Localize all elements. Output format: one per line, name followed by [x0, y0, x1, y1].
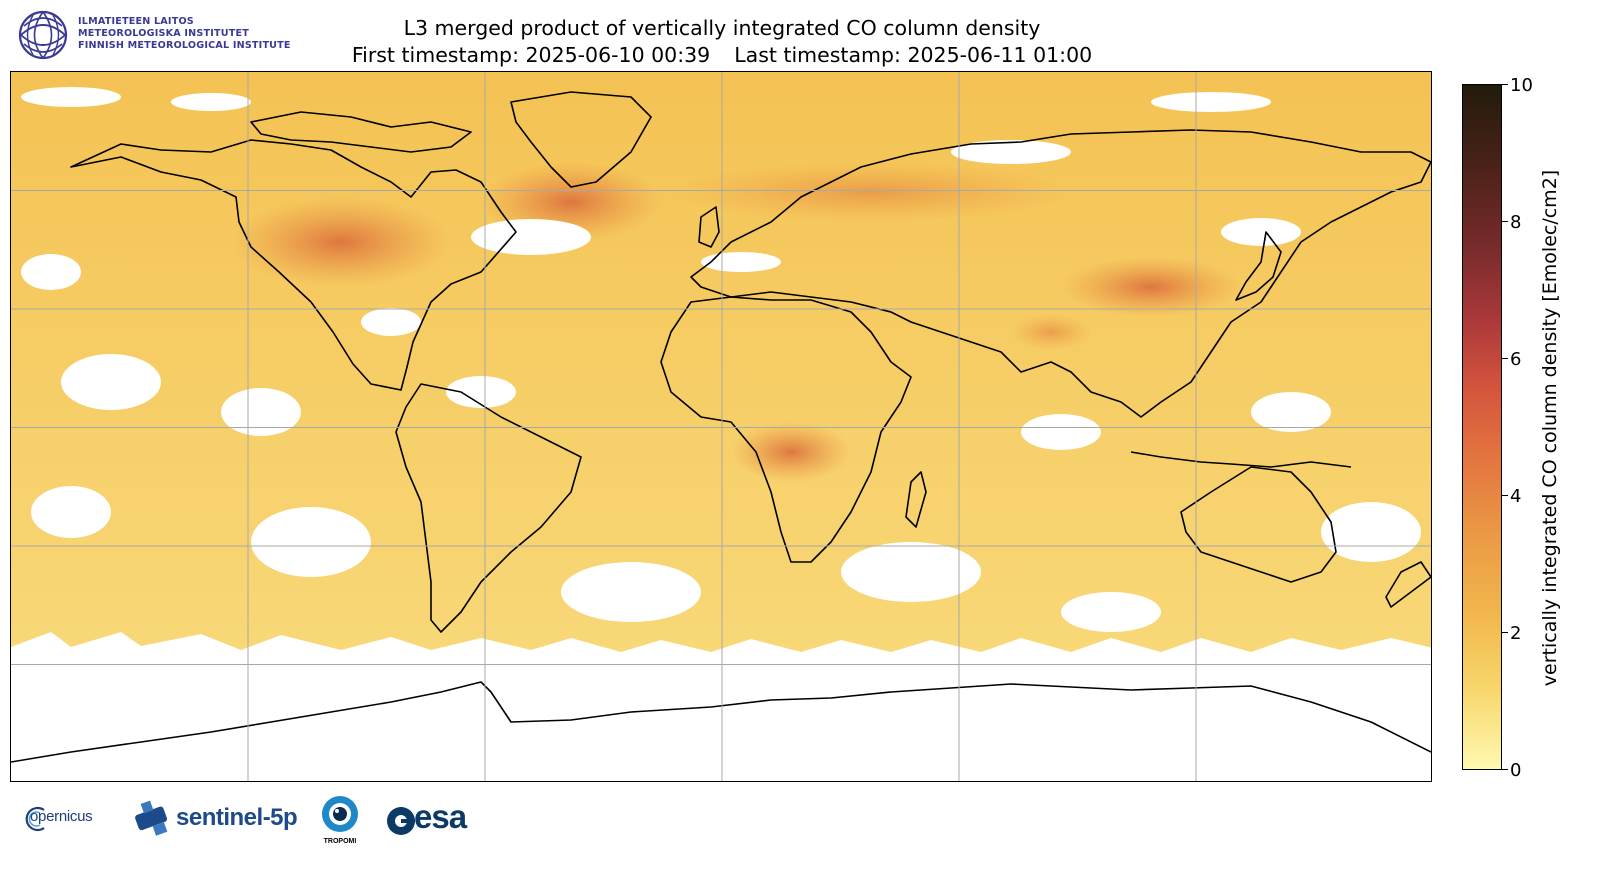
- gap: [1151, 92, 1271, 112]
- map-panel: [10, 71, 1432, 782]
- fmi-institute-name: ILMATIETEEN LAITOS METEOROLOGISKA INSTIT…: [78, 16, 291, 52]
- map-subtitle: First timestamp: 2025-06-10 00:39 Last ti…: [6, 42, 1438, 68]
- esa-logo: esa: [386, 798, 486, 840]
- gap: [701, 252, 781, 272]
- sentinel-wordmark: sentinel-5p: [176, 804, 298, 831]
- no-data-gaps: [21, 87, 1421, 632]
- colorbar-tick-label: 6: [1510, 349, 1522, 370]
- tropomi-logo: TROPOMI: [318, 794, 362, 850]
- fmi-line-en: FINNISH METEOROLOGICAL INSTITUTE: [78, 40, 291, 51]
- copernicus-logo: opernicus: [22, 800, 112, 832]
- partner-logos: opernicus sentinel-5p TROPOMI esa: [0, 792, 600, 862]
- colorbar-tick: [1502, 495, 1508, 496]
- fmi-logo: ILMATIETEEN LAITOS METEOROLOGISKA INSTIT…: [18, 10, 298, 60]
- sentinel-5p-logo: sentinel-5p: [132, 798, 302, 838]
- gap: [21, 254, 81, 290]
- gap: [951, 140, 1071, 164]
- co-hotspot-canada: [231, 197, 451, 287]
- colorbar-tick: [1502, 769, 1508, 770]
- co-hotspot-east-asia: [1061, 257, 1241, 317]
- colorbar-label: vertically integrated CO column density …: [1539, 169, 1561, 687]
- gap: [171, 93, 251, 111]
- coast-arctic-islands: [250, 111, 472, 153]
- gap: [471, 219, 591, 255]
- gap: [1061, 592, 1161, 632]
- colorbar-tick: [1502, 632, 1508, 633]
- gap: [251, 507, 371, 577]
- coast-south-america: [395, 383, 582, 633]
- colorbar-tick-label: 10: [1510, 75, 1533, 96]
- coast-greenland: [510, 91, 652, 188]
- coast-madagascar: [905, 471, 927, 528]
- fmi-line-fi: ILMATIETEEN LAITOS: [78, 16, 194, 27]
- co-hotspot-india: [1011, 314, 1091, 350]
- coast-australia: [1180, 466, 1337, 583]
- gap: [21, 87, 121, 107]
- gap: [221, 388, 301, 436]
- copernicus-wordmark: opernicus: [30, 808, 93, 825]
- gap: [1221, 218, 1301, 246]
- coast-eurasia: [690, 129, 1431, 418]
- gap: [361, 308, 421, 336]
- last-timestamp: Last timestamp: 2025-06-11 01:00: [734, 43, 1093, 67]
- colorbar-tick-label: 2: [1510, 623, 1522, 644]
- satellite-icon: [135, 800, 168, 836]
- coast-new-zealand: [1385, 561, 1431, 608]
- gap: [1021, 414, 1101, 450]
- coast-uk: [698, 206, 720, 248]
- gap: [1321, 502, 1421, 562]
- colorbar-tick: [1502, 221, 1508, 222]
- gridlines: [11, 72, 1431, 781]
- tropomi-eye-icon: [322, 796, 358, 832]
- coast-north-america: [70, 139, 517, 391]
- tropomi-wordmark: TROPOMI: [323, 838, 357, 845]
- map-title: L3 merged product of vertically integrat…: [403, 16, 1041, 40]
- coast-antarctica: [11, 681, 1431, 763]
- colorbar: [1462, 84, 1502, 770]
- copernicus-swirl-icon: [25, 806, 45, 832]
- co-map: [11, 72, 1431, 781]
- gap: [841, 542, 981, 602]
- coast-africa: [660, 296, 912, 563]
- esa-emblem-icon: [387, 807, 415, 835]
- gap: [61, 354, 161, 410]
- gap: [561, 562, 701, 622]
- gap: [1251, 392, 1331, 432]
- co-hotspot-siberia: [671, 162, 1071, 222]
- colorbar-tick: [1502, 358, 1508, 359]
- coast-japan: [1235, 231, 1282, 301]
- coast-indonesia: [1130, 451, 1352, 468]
- esa-wordmark: esa: [414, 798, 467, 835]
- colorbar-tick-label: 0: [1510, 760, 1522, 781]
- first-timestamp: First timestamp: 2025-06-10 00:39: [351, 43, 711, 67]
- colorbar-tick: [1502, 84, 1508, 85]
- fmi-line-sv: METEOROLOGISKA INSTITUTET: [78, 28, 249, 39]
- gap: [446, 376, 516, 408]
- gap: [31, 486, 111, 538]
- coastlines: [11, 91, 1431, 763]
- co-hotspot-central-africa: [731, 422, 851, 482]
- fmi-globe-icon: [18, 10, 68, 60]
- co-field-south-edge: [11, 632, 1431, 662]
- colorbar-tick-label: 8: [1510, 212, 1522, 233]
- colorbar-tick-label: 4: [1510, 486, 1522, 507]
